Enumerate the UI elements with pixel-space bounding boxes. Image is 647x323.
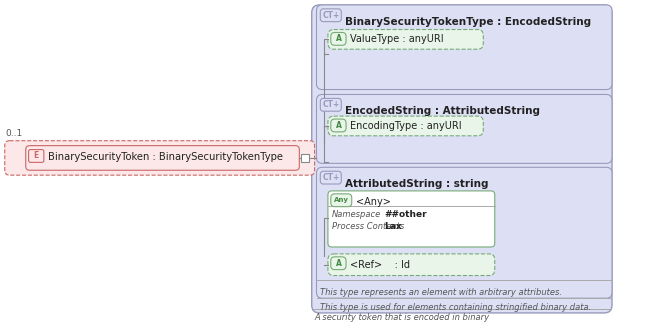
FancyBboxPatch shape — [5, 141, 314, 175]
Text: 0..1: 0..1 — [6, 129, 23, 138]
Text: This type represents an element with arbitrary attributes.: This type represents an element with arb… — [320, 288, 562, 297]
FancyBboxPatch shape — [316, 5, 612, 89]
FancyBboxPatch shape — [320, 171, 341, 184]
Text: AttributedString : string: AttributedString : string — [345, 179, 488, 189]
Text: Lax: Lax — [384, 222, 402, 231]
FancyBboxPatch shape — [316, 167, 612, 298]
Text: A: A — [336, 121, 342, 130]
Text: <Ref>    : Id: <Ref> : Id — [350, 260, 410, 270]
FancyBboxPatch shape — [320, 9, 341, 22]
Bar — [302, 154, 309, 162]
Text: Any: Any — [334, 197, 349, 203]
FancyBboxPatch shape — [312, 5, 612, 313]
FancyBboxPatch shape — [328, 191, 495, 247]
FancyBboxPatch shape — [331, 119, 346, 132]
FancyBboxPatch shape — [328, 116, 483, 136]
FancyBboxPatch shape — [331, 257, 346, 270]
Text: A security token that is encoded in binary: A security token that is encoded in bina… — [314, 313, 490, 322]
Text: CT+: CT+ — [322, 173, 340, 182]
Text: A: A — [336, 259, 342, 268]
Text: CT+: CT+ — [322, 11, 340, 20]
FancyBboxPatch shape — [328, 254, 495, 276]
Text: This type is used for elements containing stringified binary data.: This type is used for elements containin… — [320, 303, 591, 312]
FancyBboxPatch shape — [26, 146, 300, 170]
FancyBboxPatch shape — [320, 99, 341, 111]
FancyBboxPatch shape — [328, 29, 483, 49]
Text: BinarySecurityTokenType : EncodedString: BinarySecurityTokenType : EncodedString — [345, 17, 591, 27]
Text: CT+: CT+ — [322, 100, 340, 109]
Text: ##other: ##other — [384, 210, 427, 219]
FancyBboxPatch shape — [316, 94, 612, 163]
FancyBboxPatch shape — [331, 33, 346, 45]
Text: EncodingType : anyURI: EncodingType : anyURI — [350, 121, 461, 131]
Text: ValueType : anyURI: ValueType : anyURI — [350, 34, 443, 44]
Text: BinarySecurityToken : BinarySecurityTokenType: BinarySecurityToken : BinarySecurityToke… — [48, 152, 283, 162]
FancyBboxPatch shape — [331, 194, 352, 207]
Text: EncodedString : AttributedString: EncodedString : AttributedString — [345, 106, 540, 116]
Text: A: A — [336, 34, 342, 43]
Text: Process Contents: Process Contents — [332, 222, 404, 231]
Text: Namespace: Namespace — [332, 210, 381, 219]
Text: <Any>: <Any> — [356, 197, 390, 207]
FancyBboxPatch shape — [28, 150, 44, 162]
Text: E: E — [34, 151, 39, 161]
